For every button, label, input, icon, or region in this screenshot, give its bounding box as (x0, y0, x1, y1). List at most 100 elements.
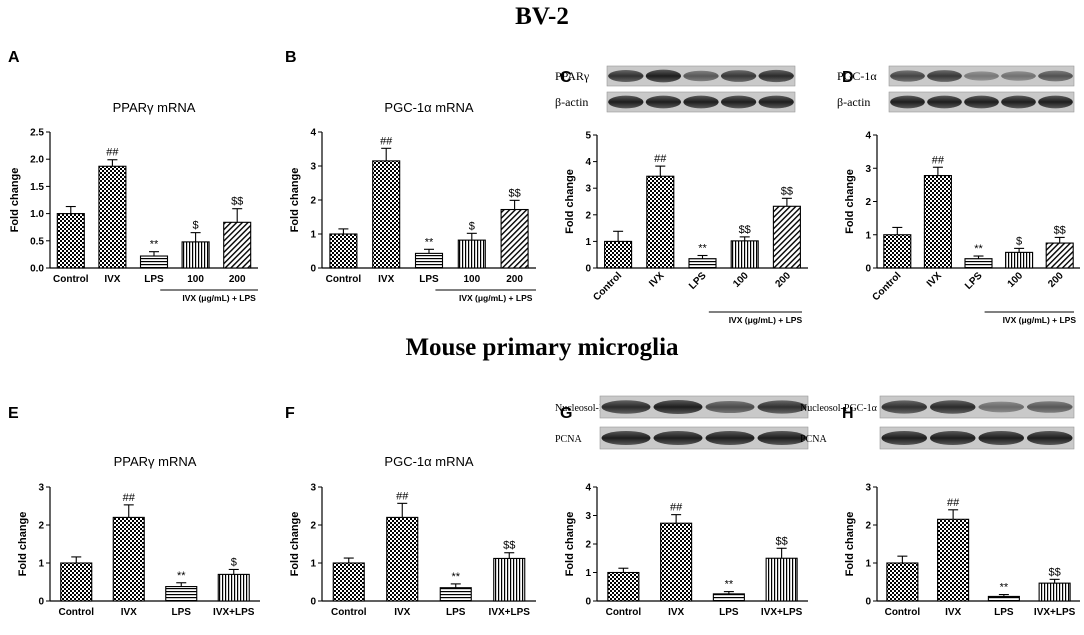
bar-b-2 (414, 252, 444, 269)
bar-e-2 (165, 586, 198, 602)
bar-g-1 (660, 522, 693, 602)
blot-band-h-0-0 (881, 400, 928, 414)
blot-band-c-1-3 (720, 95, 757, 109)
y-tick-label-h-3: 3 (865, 483, 871, 494)
x-tick-label-a-3: 100 (187, 274, 204, 285)
panel-h: Nucleosol-PGC-1α PCNA 0 1 2 3 Fold change Contr… (800, 395, 1080, 618)
bar-b-3 (457, 239, 486, 269)
annotation-h-1: ## (947, 497, 960, 509)
blot-band-d-0-0 (890, 70, 925, 82)
blot-band-g-0-2 (705, 400, 755, 414)
y-tick-label-c-4: 4 (585, 157, 591, 168)
blot-band-c-1-4 (758, 95, 794, 109)
x-tick-label-a-2: LPS (144, 274, 164, 285)
blot-label-h-0: Nucleosol-PGC-1α (800, 403, 878, 414)
annotation-a-2: ** (150, 239, 159, 251)
annotation-g-2: ** (725, 579, 734, 591)
blot-band-c-1-0 (608, 95, 644, 109)
chart-title-b: PGC-1α mRNA (384, 100, 473, 115)
y-axis-label-f: Fold change (289, 512, 301, 577)
blot-label-d-1: β-actin (837, 95, 870, 109)
x-tick-label-d-1: IVX (925, 270, 944, 289)
y-tick-label-d-1: 1 (865, 230, 871, 241)
bar-f-2 (439, 587, 472, 602)
annotation-e-1: ## (123, 492, 136, 504)
x-tick-label-e-1: IVX (121, 607, 137, 618)
blot-label-c-0: PPARγ (555, 69, 590, 83)
x-tick-label-c-4: 200 (773, 270, 793, 290)
panel-d: PGC-1α β-actin 0 1 2 3 4 Fold change Control ## IV… (837, 65, 1080, 325)
y-tick-label-f-2: 2 (310, 521, 316, 532)
blot-band-c-0-4 (758, 69, 794, 83)
y-tick-label-d-0: 0 (865, 264, 871, 275)
bar-e-3 (217, 573, 250, 602)
y-axis-label-g: Fold change (564, 512, 576, 577)
blot-band-c-1-2 (683, 95, 719, 109)
bar-b-1 (372, 160, 401, 269)
x-tick-label-c-2: LPS (687, 270, 709, 292)
y-tick-label-b-3: 3 (310, 162, 316, 173)
blot-band-d-0-4 (1038, 70, 1073, 82)
y-tick-label-c-2: 2 (585, 210, 591, 221)
y-tick-label-c-3: 3 (585, 184, 591, 195)
panel-a: PPARγ mRNA 0.0 0.5 1.0 1.5 2.0 2.5 Fold change C… (9, 100, 258, 303)
annotation-a-4: $$ (231, 196, 243, 208)
chart-title-f: PGC-1α mRNA (384, 454, 473, 469)
bar-g-2 (712, 593, 745, 602)
x-tick-label-a-0: Control (53, 274, 89, 285)
bar-g-0 (607, 571, 640, 602)
blot-strip-h-1 (879, 426, 1075, 450)
blot-label-g-0: Nucleosol-PPARγ (555, 403, 628, 414)
y-tick-label-b-2: 2 (310, 196, 316, 207)
bar-h-1 (937, 518, 970, 602)
blot-band-c-0-3 (720, 70, 757, 82)
panel-letter-a: A (8, 49, 20, 66)
bar-d-4 (1045, 242, 1074, 269)
panel-letter-b: B (285, 49, 297, 66)
x-tick-label-f-2: LPS (446, 607, 466, 618)
blot-band-c-0-0 (608, 69, 644, 83)
panel-letter-g: G (560, 405, 572, 422)
bar-d-2 (964, 258, 993, 269)
annotation-b-2: ** (425, 236, 434, 248)
y-tick-label-f-1: 1 (310, 559, 316, 570)
x-tick-label-f-3: IVX+LPS (489, 607, 531, 618)
annotation-c-3: $$ (739, 224, 751, 236)
blot-band-d-1-3 (1001, 95, 1036, 109)
bar-f-1 (386, 516, 419, 602)
blot-band-g-0-0 (601, 400, 651, 414)
blot-band-g-0-3 (757, 400, 807, 414)
y-tick-label-h-2: 2 (865, 521, 871, 532)
x-tick-label-b-1: IVX (378, 274, 394, 285)
x-tick-label-g-2: LPS (719, 607, 739, 618)
y-tick-label-e-3: 3 (38, 483, 44, 494)
x-tick-label-h-2: LPS (994, 607, 1014, 618)
x-tick-label-g-1: IVX (668, 607, 684, 618)
annotation-d-3: $ (1016, 235, 1022, 247)
bar-a-3 (181, 241, 210, 269)
x-tick-label-f-1: IVX (394, 607, 410, 618)
y-axis-label-a: Fold change (9, 168, 21, 233)
chart-title-a: PPARγ mRNA (113, 100, 196, 115)
annotation-g-1: ## (670, 502, 683, 514)
y-tick-label-e-0: 0 (38, 597, 44, 608)
blot-band-d-1-4 (1038, 95, 1073, 109)
annotation-h-3: $$ (1049, 566, 1061, 578)
blot-band-c-1-1 (645, 95, 682, 109)
blot-band-d-0-3 (1001, 71, 1036, 81)
y-tick-label-h-0: 0 (865, 597, 871, 608)
annotation-d-1: ## (932, 154, 945, 166)
y-tick-label-d-3: 3 (865, 164, 871, 175)
y-tick-label-a-0: 0.0 (30, 264, 44, 275)
y-tick-label-a-1: 0.5 (30, 236, 44, 247)
annotation-b-3: $ (469, 220, 475, 232)
blot-band-d-0-1 (927, 70, 962, 82)
blot-band-c-0-1 (645, 69, 682, 83)
y-tick-label-b-4: 4 (310, 128, 316, 139)
x-tick-label-e-2: LPS (172, 607, 192, 618)
y-tick-label-e-1: 1 (38, 559, 44, 570)
bar-h-2 (987, 595, 1020, 602)
y-axis-label-c: Fold change (564, 169, 576, 234)
bar-c-3 (730, 240, 759, 269)
